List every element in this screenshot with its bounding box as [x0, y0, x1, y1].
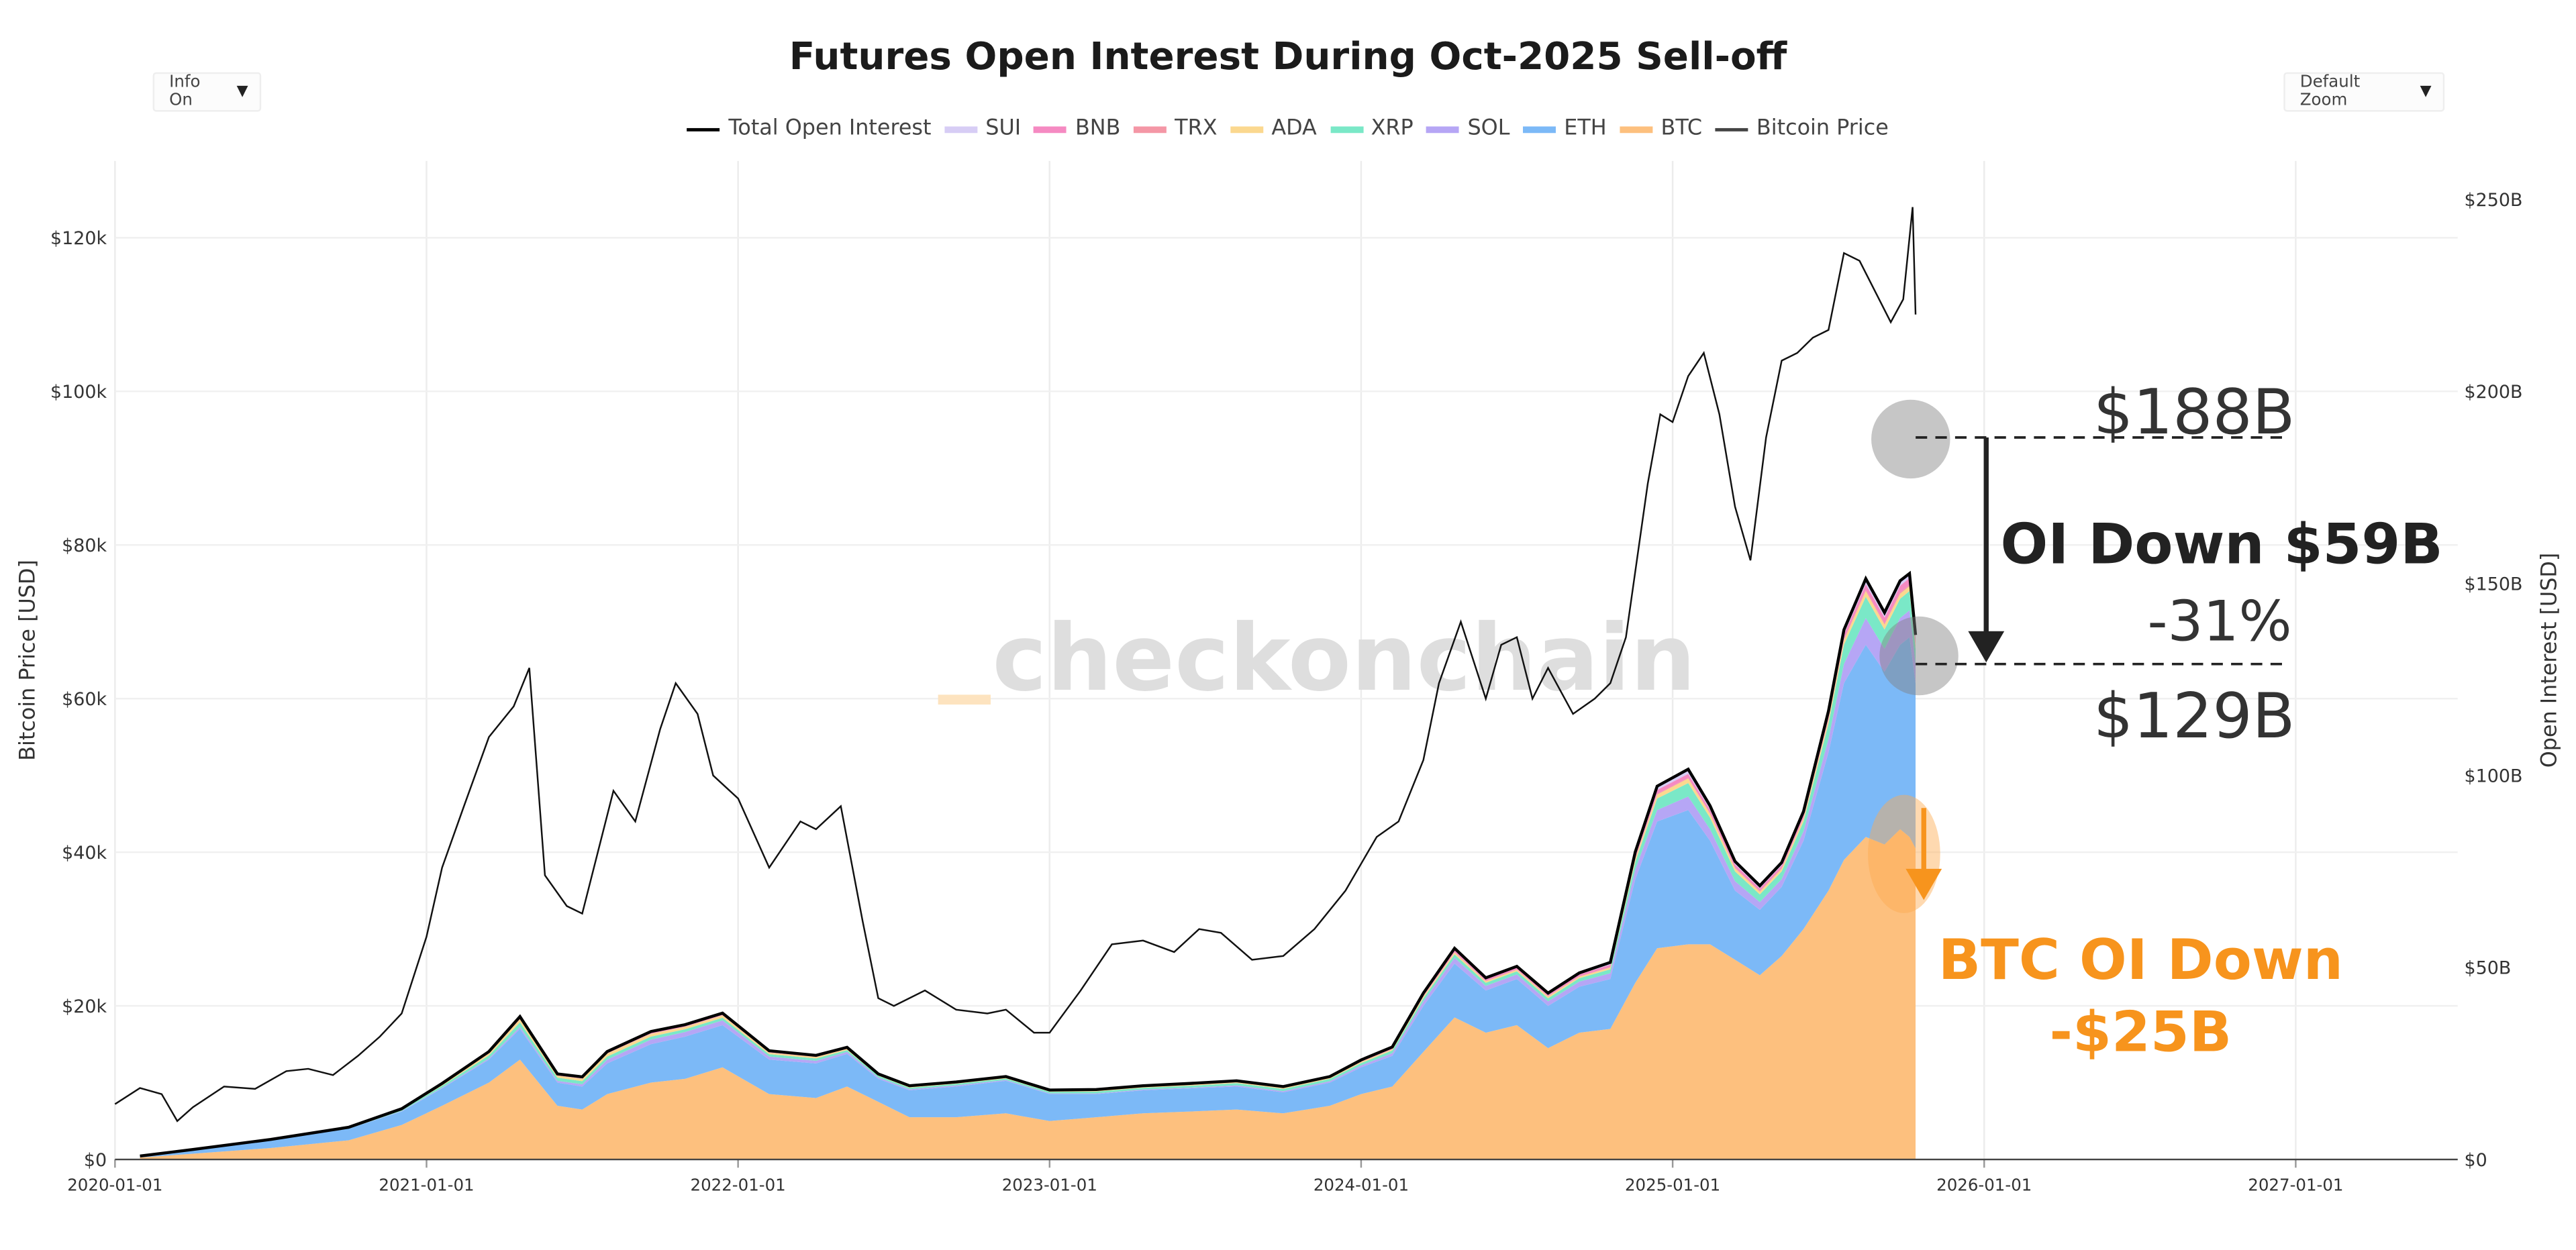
legend-swatch	[1034, 125, 1067, 133]
down-arrow-icon	[1968, 631, 2005, 663]
area-btc	[140, 829, 1916, 1160]
legend-swatch	[1330, 125, 1363, 133]
legend: Total Open Interest SUI BNB TRX ADA XRP SOL ETH…	[0, 117, 2576, 142]
oi-peak-label: $188B	[2093, 376, 2295, 448]
legend-item-xrp[interactable]: XRP	[1330, 116, 1414, 142]
x-tick-label: 2021-01-01	[379, 1176, 474, 1195]
legend-label: SUI	[985, 116, 1022, 142]
y-right-tick-label: $250B	[2465, 190, 2523, 211]
x-tick-label: 2024-01-01	[1314, 1176, 1409, 1195]
y-left-tick-label: $80k	[62, 535, 107, 556]
total-open-interest-line	[140, 570, 1918, 1158]
oi-peak-marker	[1871, 399, 1950, 479]
legend-item-sol[interactable]: SOL	[1426, 117, 1509, 142]
legend-swatch	[944, 125, 978, 133]
legend-swatch	[1715, 127, 1748, 131]
legend-label: XRP	[1371, 116, 1414, 142]
legend-item-bitcoin-price[interactable]: Bitcoin Price	[1715, 116, 1889, 142]
legend-item-total-open-interest[interactable]: Total Open Interest	[687, 116, 932, 142]
y-right-tick-label: $50B	[2465, 958, 2512, 979]
y-right-tick-label: $200B	[2465, 382, 2523, 403]
legend-swatch	[1230, 125, 1264, 133]
oi-trough-marker	[1879, 616, 1959, 696]
legend-label: BTC	[1661, 116, 1703, 142]
legend-swatch	[1523, 125, 1556, 133]
legend-item-sui[interactable]: SUI	[944, 117, 1021, 142]
legend-label: ADA	[1271, 116, 1317, 142]
x-tick-label: 2027-01-01	[2248, 1176, 2343, 1195]
oi-stacked-areas	[140, 573, 1916, 1160]
y-right-tick-label: $100B	[2465, 766, 2523, 786]
y-right-tick-label: $0	[2465, 1150, 2487, 1171]
oi-trough-label: $129B	[2093, 680, 2295, 752]
legend-item-ada[interactable]: ADA	[1230, 117, 1317, 142]
y-left-tick-label: $120k	[50, 228, 107, 249]
legend-item-bnb[interactable]: BNB	[1034, 116, 1121, 142]
info-dropdown[interactable]: Info On ▼	[152, 72, 262, 112]
down-arrow-icon	[1905, 868, 1942, 900]
zoom-dropdown-label: Default Zoom	[2299, 74, 2361, 110]
y-right-tick-label: $150B	[2465, 574, 2523, 594]
legend-swatch	[1426, 125, 1460, 133]
x-tick-label: 2020-01-01	[67, 1176, 162, 1195]
btc-oi-drop-marker	[1868, 794, 1940, 913]
x-tick-label: 2026-01-01	[1936, 1176, 2032, 1195]
oi-drop-label: OI Down $59B	[2001, 512, 2443, 577]
y-left-tick-label: $20k	[62, 996, 107, 1017]
legend-label: Total Open Interest	[728, 116, 932, 142]
y-left-tick-label: $40k	[62, 843, 107, 864]
legend-label: ETH	[1564, 116, 1607, 142]
x-tick-label: 2022-01-01	[691, 1176, 786, 1195]
legend-swatch	[687, 127, 721, 131]
legend-swatch	[1620, 125, 1653, 133]
info-dropdown-label: Info On	[169, 74, 201, 110]
watermark-text: checkonchain	[992, 605, 1695, 712]
watermark-underscore	[938, 694, 991, 705]
grid	[114, 160, 2458, 1161]
x-tick-label: 2023-01-01	[1002, 1176, 1097, 1195]
zoom-dropdown[interactable]: Default Zoom ▼	[2283, 72, 2445, 112]
legend-item-trx[interactable]: TRX	[1133, 116, 1218, 142]
annotations: $188B $129B OI Down $59B -31% BTC OI Down -$2…	[1868, 376, 2443, 1065]
legend-swatch	[1133, 125, 1167, 133]
legend-item-eth[interactable]: ETH	[1523, 117, 1607, 142]
x-tick-label: 2025-01-01	[1625, 1176, 1720, 1195]
watermark: checkonchain	[938, 605, 1696, 712]
btc-oi-drop-label-line1: BTC OI Down	[1938, 927, 2343, 992]
y-left-tick-label: $0	[84, 1150, 107, 1171]
axes: 2020-01-01 2021-01-01 2022-01-01 2023-01-01…	[14, 190, 2561, 1195]
btc-oi-drop-label-line2: -$25B	[2050, 1000, 2232, 1065]
chevron-down-icon: ▼	[236, 83, 248, 101]
legend-label: Bitcoin Price	[1756, 116, 1889, 142]
oi-drop-pct-label: -31%	[2148, 589, 2292, 654]
legend-label: BNB	[1075, 116, 1121, 142]
legend-item-btc[interactable]: BTC	[1620, 117, 1702, 142]
y-left-axis-title: Bitcoin Price [USD]	[14, 560, 40, 761]
legend-label: SOL	[1467, 116, 1510, 142]
y-left-tick-label: $100k	[50, 382, 107, 403]
bitcoin-price-line	[114, 207, 1917, 1123]
chevron-down-icon: ▼	[2420, 83, 2432, 101]
y-right-axis-title: Open Interest [USD]	[2536, 553, 2562, 768]
legend-label: TRX	[1175, 116, 1218, 142]
y-left-tick-label: $60k	[62, 689, 107, 710]
chart-title: Futures Open Interest During Oct-2025 Se…	[789, 36, 1787, 79]
